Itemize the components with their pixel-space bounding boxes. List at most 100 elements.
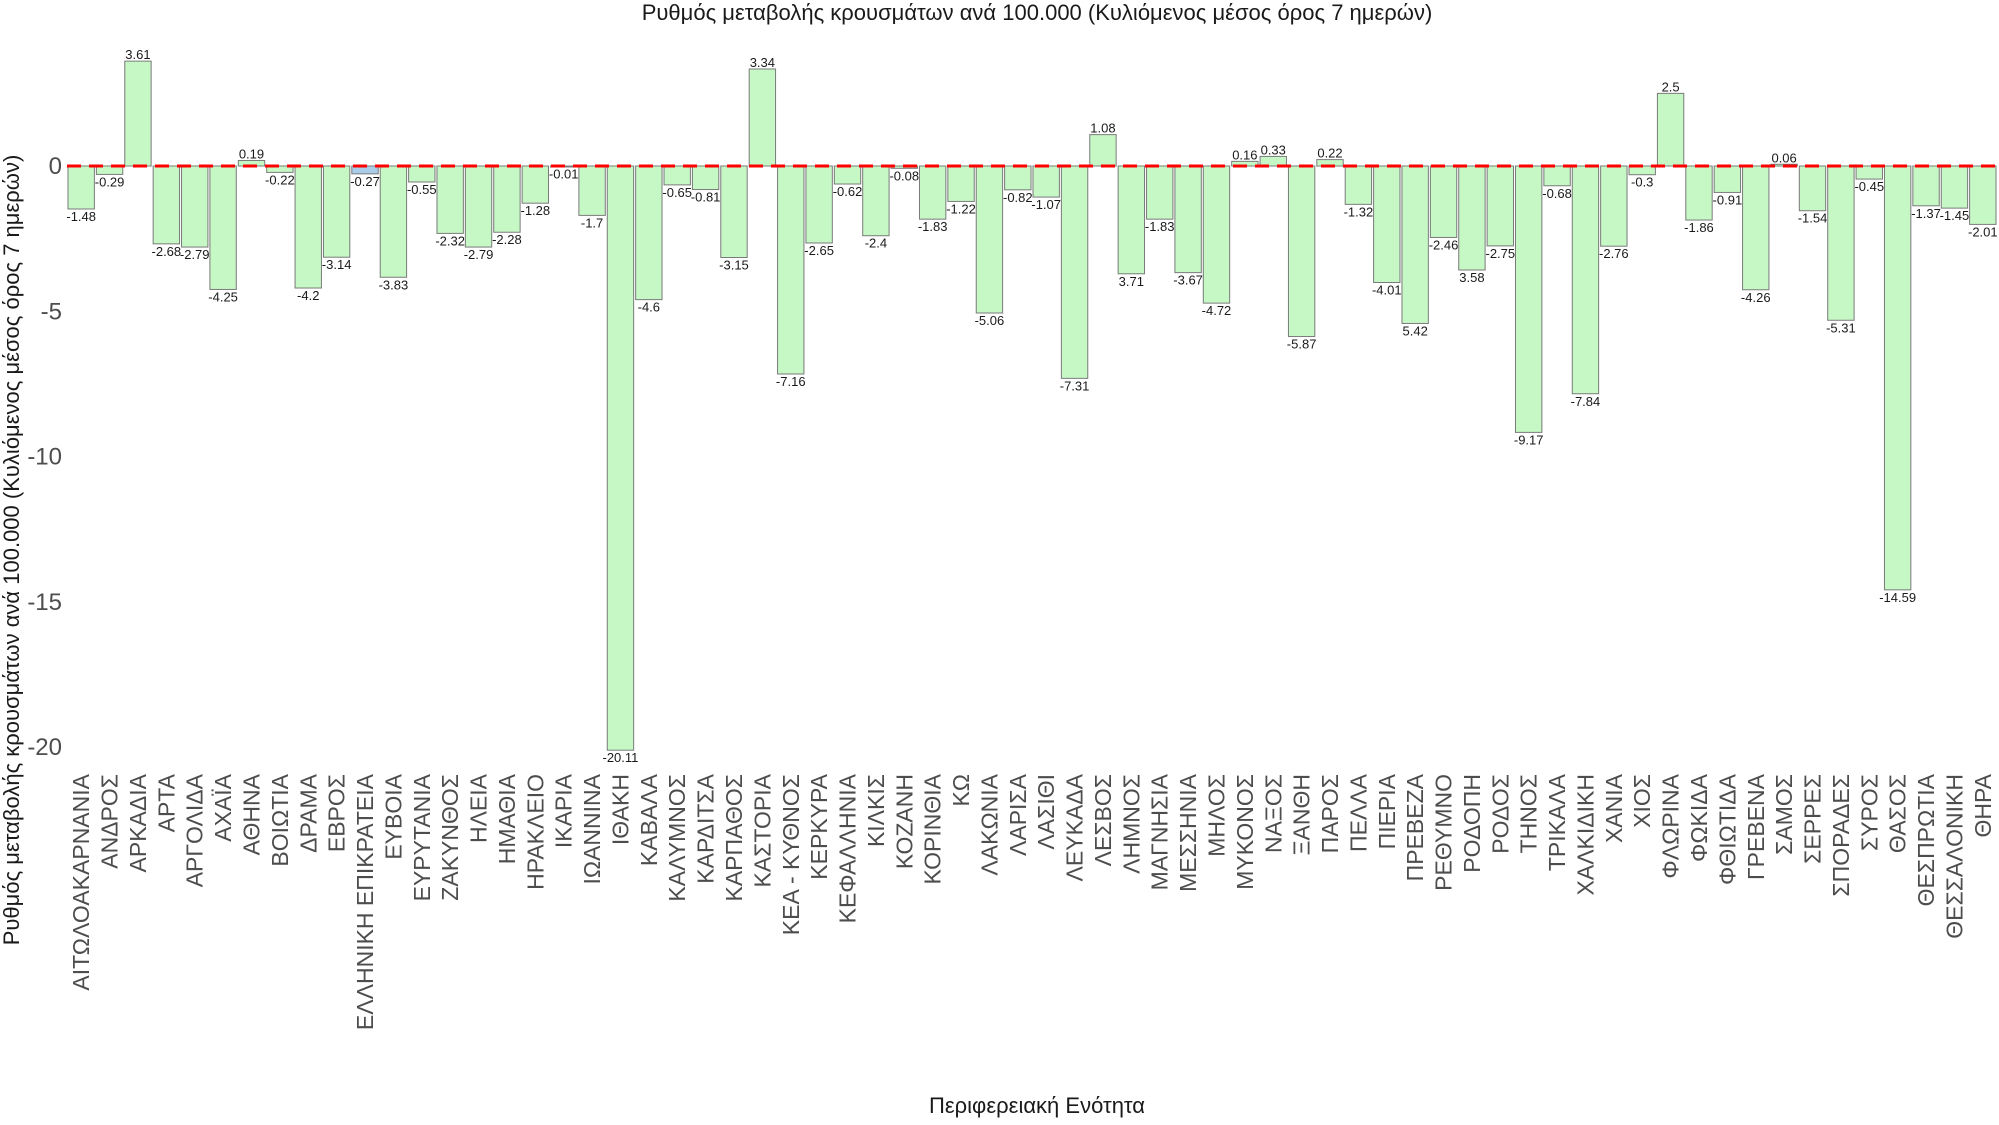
x-tick-label: ΛΑΡΙΣΑ [1005, 773, 1031, 856]
x-tick-label: ΡΟΔΟΣ [1487, 774, 1513, 854]
data-label: -1.83 [1145, 219, 1175, 234]
data-label: 0.16 [1232, 147, 1257, 162]
x-tick-label: ΚΩ [948, 774, 974, 807]
bar [124, 60, 152, 167]
x-tick-label: ΘΑΣΟΣ [1885, 774, 1911, 853]
data-label: -2.79 [180, 247, 210, 262]
data-label: -2.75 [1485, 246, 1515, 261]
bar [947, 165, 975, 202]
bar [1515, 165, 1543, 433]
bar [322, 165, 351, 258]
x-tick-label: ΙΚΑΡΙΑ [551, 773, 577, 848]
x-tick-label: ΗΡΑΚΛΕΙΟ [522, 774, 548, 890]
chart-title: Ρυθμός μεταβολής κρουσμάτων ανά 100.000 … [642, 0, 1433, 25]
data-label: 0.22 [1317, 146, 1342, 161]
data-label: -0.65 [662, 185, 692, 200]
x-tick-label: ΡΟΔΟΠΗ [1459, 774, 1485, 873]
bar [1174, 165, 1202, 274]
bar [606, 165, 635, 751]
data-label: -2.01 [1968, 224, 1998, 239]
bar [464, 165, 493, 248]
x-tick-label: ΜΕΣΣΗΝΙΑ [1175, 773, 1201, 892]
bar [691, 165, 720, 191]
data-label: -14.59 [1879, 590, 1916, 605]
data-label: -1.37 [1911, 206, 1941, 221]
bar [266, 165, 294, 173]
bar [1401, 165, 1429, 324]
data-label: -2.79 [464, 247, 494, 262]
x-tick-label: ΙΩΑΝΝΙΝΑ [579, 773, 605, 884]
data-label: -1.07 [1031, 197, 1061, 212]
data-label: 0.06 [1771, 150, 1796, 165]
data-label: -2.4 [865, 236, 887, 251]
x-tick-label: ΧΑΝΙΑ [1601, 773, 1627, 843]
data-label: -3.67 [1173, 273, 1203, 288]
bar [578, 165, 606, 216]
data-label: -3.15 [719, 258, 749, 273]
x-tick-label: ΚΑΛΥΜΝΟΣ [664, 774, 690, 902]
x-tick-label: ΚΕΦΑΛΛΗΝΙΑ [835, 773, 861, 923]
x-tick-label: ΠΑΡΟΣ [1317, 774, 1343, 853]
bar [663, 165, 691, 186]
bar [975, 165, 1004, 314]
data-label: 3.58 [1459, 270, 1484, 285]
x-tick-label: ΑΡΓΟΛΙΔΑ [182, 773, 208, 887]
data-label: -2.32 [435, 233, 465, 248]
bar [777, 165, 805, 375]
data-label: -0.45 [1854, 179, 1884, 194]
data-label: -0.29 [95, 174, 125, 189]
data-label: -2.46 [1429, 237, 1459, 252]
x-tick-label: ΜΑΓΝΗΣΙΑ [1147, 773, 1173, 890]
x-tick-label: ΠΕΛΛΑ [1345, 773, 1371, 852]
data-label: -0.01 [549, 166, 579, 181]
data-label: -5.06 [975, 313, 1005, 328]
data-labels: -1.48-0.293.61-2.68-2.79-4.250.19-0.22-4… [66, 47, 1997, 765]
y-tick-label: 0 [49, 153, 62, 180]
data-label: -0.81 [691, 190, 721, 205]
x-tick-label: ΠΡΕΒΕΖΑ [1402, 773, 1428, 881]
bar [1429, 165, 1458, 238]
x-tick-label: ΕΛΛΗΝΙΚΗ ΕΠΙΚΡΑΤΕΙΑ [352, 773, 378, 1030]
data-label: -1.86 [1684, 220, 1714, 235]
data-label: -9.17 [1514, 432, 1544, 447]
bar [408, 165, 436, 183]
bar [181, 165, 209, 248]
y-axis-ticks: 0 -5 -10 -15 -20 [27, 153, 62, 761]
data-label: -0.82 [1003, 190, 1033, 205]
bar [1656, 92, 1685, 167]
x-tick-label: ΜΥΚΟΝΟΣ [1232, 774, 1258, 890]
bar [1685, 165, 1713, 221]
data-label: 3.71 [1119, 274, 1144, 289]
bars [67, 60, 1997, 751]
x-tick-label: ΦΘΙΩΤΙΔΑ [1714, 773, 1740, 885]
x-tick-label: ΤΗΝΟΣ [1516, 774, 1542, 853]
data-label: -7.84 [1571, 394, 1601, 409]
data-label: -4.6 [638, 300, 660, 315]
y-tick-label: -20 [27, 734, 62, 761]
bar [493, 165, 521, 233]
bar [748, 68, 777, 167]
x-tick-label: ΗΜΑΘΙΑ [494, 773, 520, 864]
x-tick-label: ΓΡΕΒΕΝΑ [1743, 773, 1769, 880]
x-tick-label: ΘΕΣΠΡΩΤΙΑ [1913, 773, 1939, 906]
x-tick-label: ΧΙΟΣ [1629, 774, 1655, 828]
data-label: -0.62 [833, 184, 863, 199]
x-tick-label: ΚΑΒΑΛΑ [636, 773, 662, 866]
x-tick-label: ΗΛΕΙΑ [466, 773, 492, 843]
bar [1855, 165, 1883, 180]
x-tick-label: ΡΕΘΥΜΝΟ [1431, 774, 1457, 891]
bar [1486, 165, 1515, 247]
data-label: 3.34 [750, 55, 775, 70]
bar [1089, 134, 1117, 167]
data-label: -1.83 [918, 219, 948, 234]
data-label: -4.26 [1741, 290, 1771, 305]
data-label: 0.19 [239, 146, 264, 161]
x-tick-label: ΕΥΒΟΙΑ [380, 773, 406, 859]
bar [1713, 165, 1742, 193]
x-axis-ticks: ΑΙΤΩΛΟΑΚΑΡΝΑΝΙΑ ΑΝΔΡΟΣ ΑΡΚΑΔΙΑ ΑΡΤΑ ΑΡΓΟΛΙΔΑ… [68, 773, 1996, 1030]
x-tick-label: ΚΕΡΚΥΡΑ [806, 773, 832, 879]
x-tick-label: ΚΟΡΙΝΘΙΑ [920, 773, 946, 884]
x-tick-label: ΘΗΡΑ [1970, 773, 1996, 837]
y-axis-title: Ρυθμός μεταβολής κρουσμάτων ανά 100.000 … [0, 155, 24, 946]
